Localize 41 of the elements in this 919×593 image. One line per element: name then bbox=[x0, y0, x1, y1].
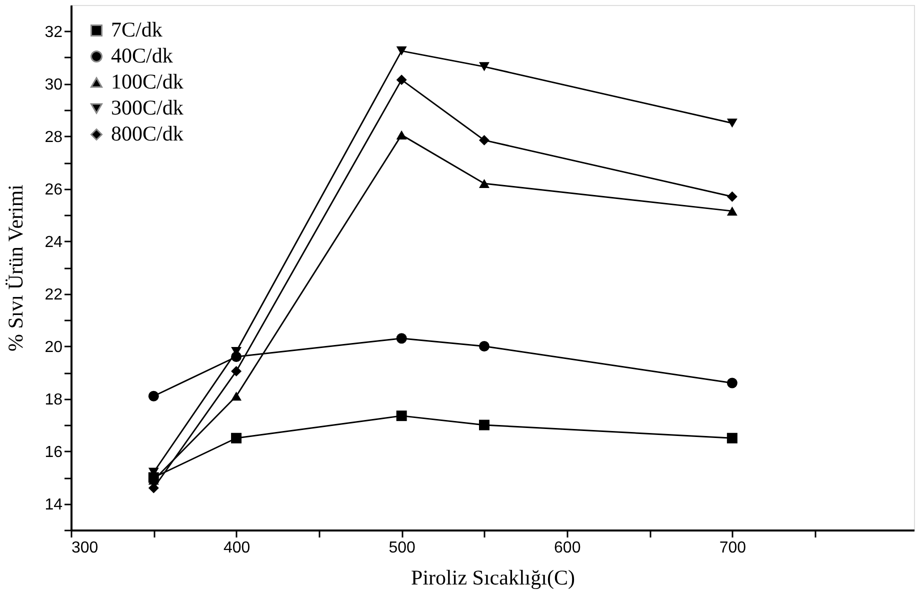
point bbox=[726, 118, 738, 128]
y-tick-label: 26 bbox=[44, 181, 63, 198]
point bbox=[231, 432, 242, 444]
point bbox=[478, 178, 490, 188]
legend-label: 300C/dk bbox=[111, 96, 184, 120]
point bbox=[396, 46, 407, 56]
point bbox=[726, 378, 738, 388]
point bbox=[478, 341, 490, 352]
x-tick-label: 700 bbox=[719, 540, 746, 556]
y-tick-label: 22 bbox=[44, 286, 63, 304]
y-tick-label: 14 bbox=[44, 496, 63, 514]
x-axis-title: Piroliz Sıcaklığı(C) bbox=[411, 566, 575, 590]
y-tick-label: 24 bbox=[44, 234, 63, 251]
legend-label: 7C/dk bbox=[111, 18, 163, 42]
y-tick-label: 16 bbox=[44, 444, 63, 461]
point bbox=[148, 390, 159, 402]
point bbox=[396, 410, 407, 422]
point bbox=[478, 62, 490, 72]
x-tick-label: 400 bbox=[223, 540, 250, 556]
point bbox=[231, 366, 242, 376]
point bbox=[726, 432, 738, 444]
point bbox=[396, 130, 407, 140]
x-tick-label: 500 bbox=[388, 540, 416, 556]
x-tick-label: 300 bbox=[72, 540, 98, 556]
legend-label: 100C/dk bbox=[111, 70, 184, 94]
point bbox=[478, 420, 490, 430]
y-tick-label: 18 bbox=[44, 391, 63, 408]
point bbox=[726, 206, 738, 216]
y-axis-title: % Sıvı Ürün Verimi bbox=[4, 184, 28, 352]
point bbox=[396, 333, 407, 344]
legend-label: 40C/dk bbox=[111, 44, 174, 68]
point bbox=[726, 191, 738, 202]
y-tick-label: 30 bbox=[44, 76, 63, 94]
point bbox=[231, 392, 242, 401]
y-tick-label: 20 bbox=[44, 338, 63, 356]
y-tick-label: 32 bbox=[44, 24, 63, 41]
x-tick-label: 600 bbox=[554, 540, 581, 556]
point bbox=[396, 74, 407, 86]
point bbox=[478, 134, 490, 146]
y-tick-label: 28 bbox=[44, 128, 63, 146]
legend-label: 800C/dk bbox=[111, 122, 184, 146]
